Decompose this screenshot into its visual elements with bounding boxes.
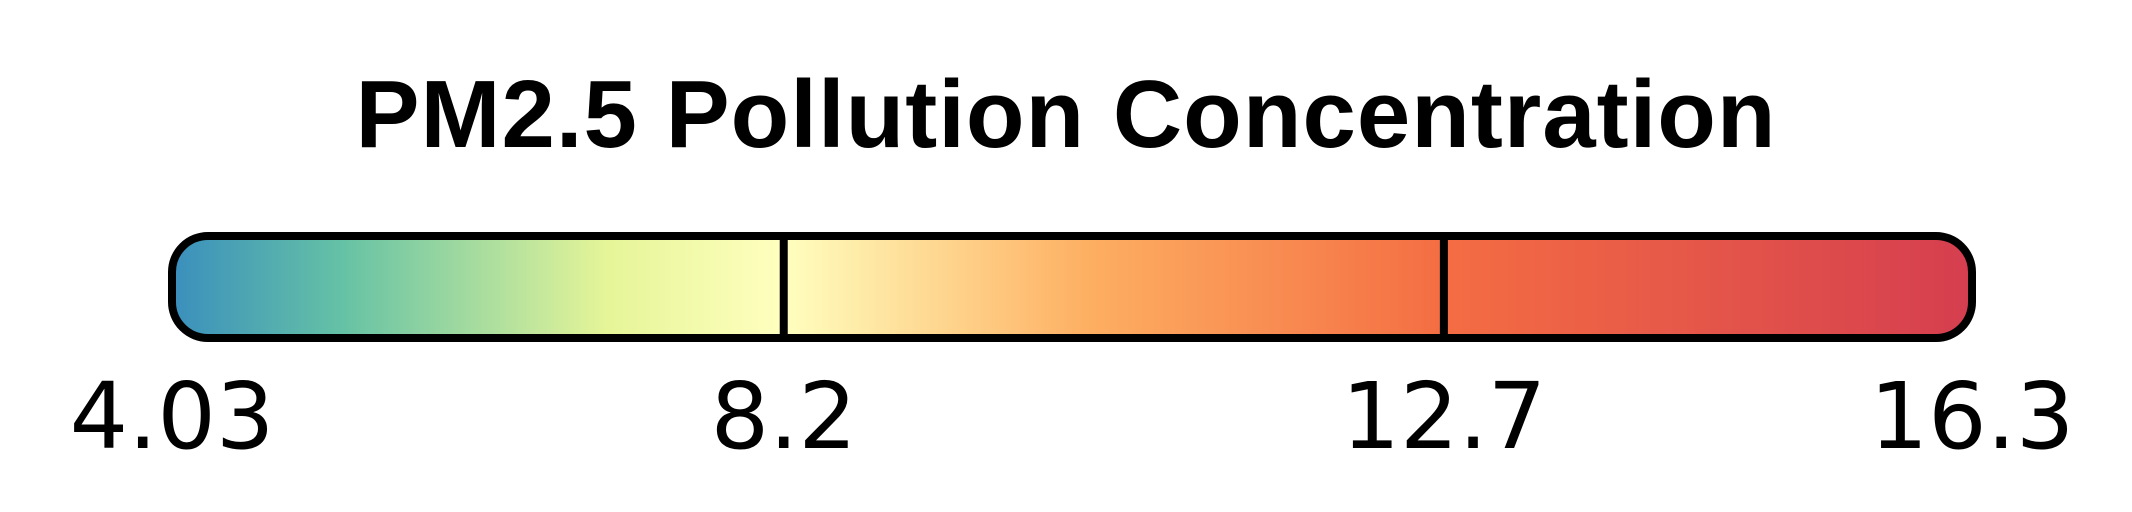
colorbar-gradient <box>172 236 1972 338</box>
tick-label: 8.2 <box>711 363 857 470</box>
tick-label: 4.03 <box>70 363 275 470</box>
tick-label: 16.3 <box>1870 363 2075 470</box>
chart-title: PM2.5 Pollution Concentration <box>355 61 1777 168</box>
tick-label: 12.7 <box>1341 363 1546 470</box>
colorbar-outline <box>168 232 1976 342</box>
